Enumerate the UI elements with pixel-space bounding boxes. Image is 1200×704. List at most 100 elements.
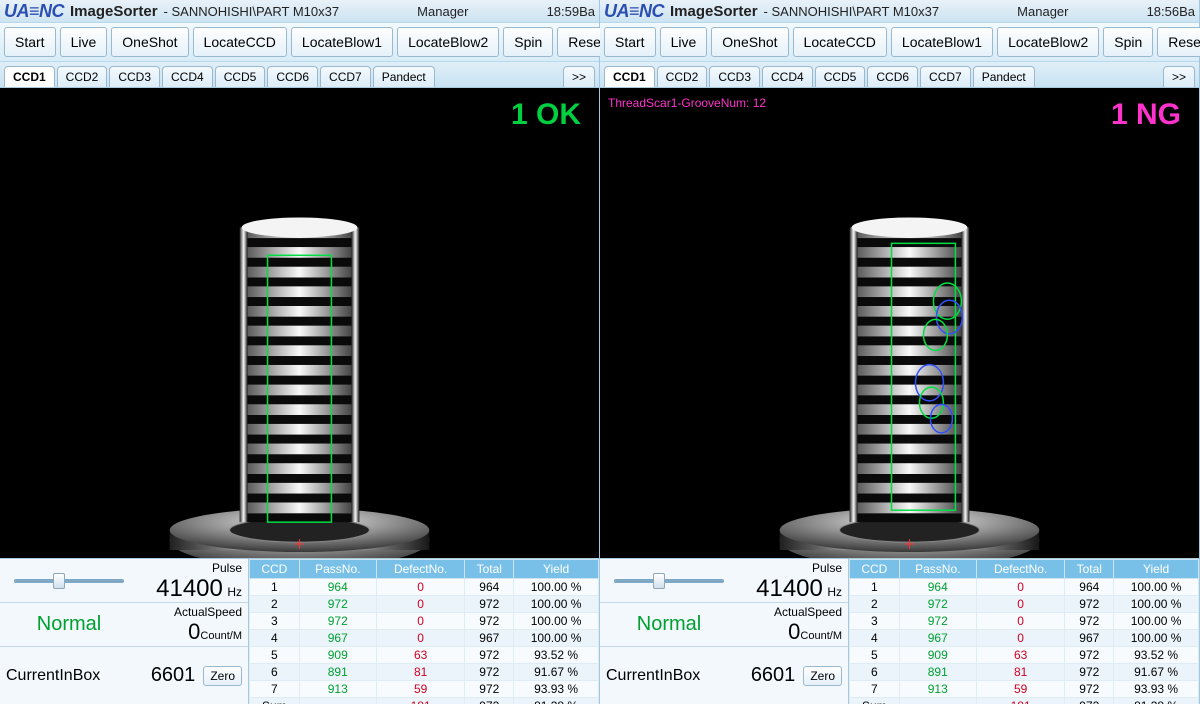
clock: 18:59Ba — [547, 4, 595, 19]
pane-1: UA≡NC ImageSorter - SANNOHISHI\PART M10x… — [600, 0, 1200, 704]
tab-ccd4[interactable]: CCD4 — [762, 66, 813, 87]
table-row: 19640964100.00 % — [250, 579, 599, 596]
col-passno: PassNo. — [299, 560, 376, 579]
col-total: Total — [465, 560, 514, 579]
pulse-label: Pulse — [138, 561, 242, 575]
currentinbox-label: CurrentInBox — [6, 667, 100, 685]
table-row: Sum18197281.38 % — [250, 698, 599, 704]
status-panel: Pulse 41400 Hz Normal ActualSpeed 0Count… — [0, 558, 599, 704]
pulse-value: 41400 — [756, 575, 823, 602]
tab-pandect[interactable]: Pandect — [373, 66, 435, 87]
col-defectno: DefectNo. — [976, 560, 1065, 579]
speed-value: 0 — [188, 619, 200, 644]
image-viewer: 1 OK — [0, 88, 599, 558]
tab-ccd6[interactable]: CCD6 — [267, 66, 318, 87]
pulse-slider[interactable] — [600, 559, 738, 602]
tab-ccd1[interactable]: CCD1 — [604, 66, 655, 87]
tab-ccd3[interactable]: CCD3 — [109, 66, 160, 87]
user-role: Manager — [345, 4, 540, 19]
app-name: ImageSorter — [670, 3, 758, 20]
user-role: Manager — [945, 4, 1140, 19]
mode-indicator: Normal — [0, 603, 138, 646]
tabbar: CCD1CCD2CCD3CCD4CCD5CCD6CCD7Pandect >> — [600, 62, 1199, 88]
tab-ccd4[interactable]: CCD4 — [162, 66, 213, 87]
locateblow1-button[interactable]: LocateBlow1 — [291, 27, 393, 57]
stats-table: CCDPassNo.DefectNo.TotalYield19640964100… — [248, 559, 599, 704]
status-panel: Pulse 41400 Hz Normal ActualSpeed 0Count… — [600, 558, 1199, 704]
table-row: 68918197291.67 % — [850, 664, 1199, 681]
spin-button[interactable]: Spin — [503, 27, 553, 57]
image-viewer: 1 NG ThreadScar1-GrooveNum: 12 — [600, 88, 1199, 558]
titlebar: UA≡NC ImageSorter - SANNOHISHI\PART M10x… — [600, 0, 1199, 22]
col-defectno: DefectNo. — [376, 560, 465, 579]
oneshot-button[interactable]: OneShot — [711, 27, 788, 57]
locateblow2-button[interactable]: LocateBlow2 — [397, 27, 499, 57]
col-ccd: CCD — [250, 560, 300, 579]
col-passno: PassNo. — [899, 560, 976, 579]
stats-table: CCDPassNo.DefectNo.TotalYield19640964100… — [848, 559, 1199, 704]
table-row: Sum18197281.38 % — [850, 698, 1199, 704]
table-row: 79135997293.93 % — [850, 681, 1199, 698]
table-row: 79135997293.93 % — [250, 681, 599, 698]
tab-next-button[interactable]: >> — [563, 66, 595, 87]
table-row: 29720972100.00 % — [850, 596, 1199, 613]
locateccd-button[interactable]: LocateCCD — [193, 27, 287, 57]
table-row: 49670967100.00 % — [250, 630, 599, 647]
pulse-unit: Hz — [227, 585, 242, 599]
tab-ccd5[interactable]: CCD5 — [815, 66, 866, 87]
start-button[interactable]: Start — [604, 27, 656, 57]
pulse-unit: Hz — [827, 585, 842, 599]
col-total: Total — [1065, 560, 1114, 579]
pulse-label: Pulse — [738, 561, 842, 575]
spin-button[interactable]: Spin — [1103, 27, 1153, 57]
speed-value: 0 — [788, 619, 800, 644]
mode-indicator: Normal — [600, 603, 738, 646]
inspection-status: 1 OK — [511, 98, 581, 132]
tab-ccd7[interactable]: CCD7 — [320, 66, 371, 87]
tab-ccd6[interactable]: CCD6 — [867, 66, 918, 87]
zero-button[interactable]: Zero — [803, 666, 842, 686]
tab-ccd3[interactable]: CCD3 — [709, 66, 760, 87]
titlebar: UA≡NC ImageSorter - SANNOHISHI\PART M10x… — [0, 0, 599, 22]
locateccd-button[interactable]: LocateCCD — [793, 27, 887, 57]
logo: UA≡NC — [604, 1, 664, 22]
zero-button[interactable]: Zero — [203, 666, 242, 686]
table-row: 59096397293.52 % — [850, 647, 1199, 664]
tab-ccd7[interactable]: CCD7 — [920, 66, 971, 87]
tab-pandect[interactable]: Pandect — [973, 66, 1035, 87]
tab-ccd5[interactable]: CCD5 — [215, 66, 266, 87]
toolbar: StartLiveOneShotLocateCCDLocateBlow1Loca… — [0, 22, 599, 62]
locateblow2-button[interactable]: LocateBlow2 — [997, 27, 1099, 57]
document-path: - SANNOHISHI\PART M10x37 — [164, 4, 340, 19]
live-button[interactable]: Live — [660, 27, 708, 57]
tab-ccd1[interactable]: CCD1 — [4, 66, 55, 87]
currentinbox-label: CurrentInBox — [606, 667, 700, 685]
locateblow1-button[interactable]: LocateBlow1 — [891, 27, 993, 57]
col-yield: Yield — [514, 560, 599, 579]
pane-0: UA≡NC ImageSorter - SANNOHISHI\PART M10x… — [0, 0, 600, 704]
speed-unit: Count/M — [800, 630, 842, 642]
table-row: 29720972100.00 % — [250, 596, 599, 613]
document-path: - SANNOHISHI\PART M10x37 — [764, 4, 940, 19]
pulse-value: 41400 — [156, 575, 223, 602]
table-row: 49670967100.00 % — [850, 630, 1199, 647]
table-row: 39720972100.00 % — [850, 613, 1199, 630]
inspection-status: 1 NG — [1111, 98, 1181, 132]
logo: UA≡NC — [4, 1, 64, 22]
oneshot-button[interactable]: OneShot — [111, 27, 188, 57]
speed-label: ActualSpeed — [138, 605, 242, 619]
tab-next-button[interactable]: >> — [1163, 66, 1195, 87]
start-button[interactable]: Start — [4, 27, 56, 57]
speed-unit: Count/M — [200, 630, 242, 642]
live-button[interactable]: Live — [60, 27, 108, 57]
tab-ccd2[interactable]: CCD2 — [657, 66, 708, 87]
tab-ccd2[interactable]: CCD2 — [57, 66, 108, 87]
clock: 18:56Ba — [1147, 4, 1195, 19]
table-row: 19640964100.00 % — [850, 579, 1199, 596]
defect-annotation: ThreadScar1-GrooveNum: 12 — [608, 96, 766, 110]
table-row: 39720972100.00 % — [250, 613, 599, 630]
reset-button[interactable]: Reset — [1157, 27, 1200, 57]
pulse-slider[interactable] — [0, 559, 138, 602]
col-ccd: CCD — [850, 560, 900, 579]
speed-label: ActualSpeed — [738, 605, 842, 619]
